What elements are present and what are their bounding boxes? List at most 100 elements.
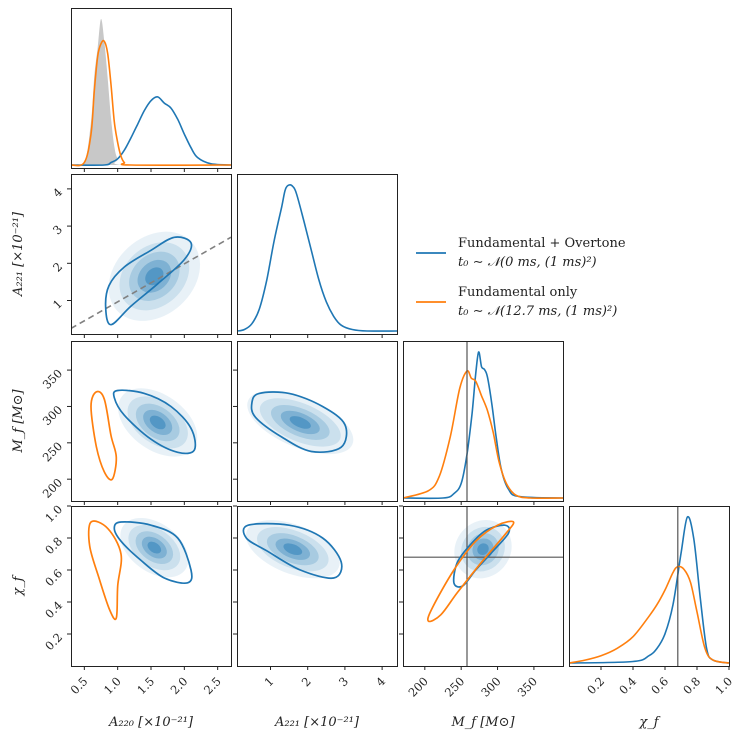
x-tick-label-Mf: 300 — [478, 674, 503, 699]
marginal-chif-series-0 — [569, 515, 729, 664]
density-level-2 — [135, 403, 180, 442]
legend-label-1: Fundamental only — [458, 285, 578, 300]
marginal-chif-series-1 — [569, 565, 729, 664]
x-tick-label-chif: 0.2 — [584, 674, 607, 697]
y-tick-label-Mf: 200 — [40, 475, 65, 500]
x-tick-label-A220: 0.5 — [68, 674, 91, 697]
density-level-4 — [145, 267, 164, 286]
contour-chif-Mf-series-1 — [426, 520, 515, 623]
y-tick-label-chif: 0.2 — [42, 630, 65, 653]
x-tick-label-Mf: 250 — [442, 674, 467, 699]
x-tick-label-A221: 3 — [336, 674, 351, 689]
panel-Mf-vs-A221 — [247, 390, 354, 455]
contour-A221-A220-series-0 — [104, 236, 193, 326]
marginal-Mf-series-1 — [403, 369, 563, 500]
panel-frame — [237, 506, 398, 667]
density-level-1 — [257, 527, 329, 572]
density-level-1 — [128, 524, 181, 571]
contour-chif-A220-series-0 — [113, 521, 193, 584]
density-level-1 — [461, 526, 505, 572]
density-level-1 — [259, 398, 341, 447]
panel-frame — [569, 506, 730, 667]
x-tick-label-chif: 0.4 — [616, 674, 639, 697]
density-level-3 — [280, 410, 320, 435]
x-tick-label-A221: 4 — [373, 674, 388, 689]
x-axis-label-chif: χ_f — [638, 715, 660, 730]
panel-marginal-Mf — [403, 341, 563, 501]
y-tick-label-A221: 4 — [50, 185, 65, 200]
panel-chif-vs-A220 — [87, 517, 193, 621]
marginal-Mf-series-0 — [403, 351, 563, 500]
legend-label-0: Fundamental + Overtone — [458, 236, 626, 251]
legend-sublabel-0: t₀ ∼ 𝒩(0 ms, (1 ms)²) — [458, 255, 597, 270]
y-tick-label-A221: 2 — [50, 260, 65, 275]
x-tick-label-A220: 2.0 — [168, 674, 191, 697]
x-tick-label-A220: 1.0 — [101, 674, 124, 697]
y-tick-label-Mf: 350 — [40, 366, 65, 391]
x-axis-label-A220: A₂₂₀ [×10⁻²¹] — [108, 715, 194, 730]
panel-marginal-A221 — [237, 184, 397, 332]
y-tick-label-Mf: 300 — [40, 403, 65, 428]
x-tick-label-chif: 0.6 — [648, 674, 671, 697]
prior-fill-A220 — [71, 18, 231, 167]
density-level-3 — [137, 259, 172, 293]
panel-frame — [403, 341, 564, 502]
marginal-A220-series-0 — [71, 96, 231, 166]
density-level-4 — [283, 543, 303, 556]
panel-A221-vs-A220 — [71, 231, 231, 330]
y-axis-label-chif: χ_f — [11, 574, 26, 596]
panel-frame — [403, 506, 564, 667]
x-tick-label-chif: 1.0 — [712, 674, 735, 697]
panel-chif-vs-Mf — [403, 506, 563, 666]
y-axis-label-A221: A₂₂₁ [×10⁻²¹] — [11, 211, 26, 297]
density-level-4 — [149, 415, 166, 430]
x-tick-label-Mf: 200 — [406, 674, 431, 699]
x-tick-label-A220: 2.5 — [201, 674, 224, 697]
reference-dashed-line — [71, 236, 231, 330]
density-level-4 — [289, 416, 311, 429]
density-level-0 — [247, 390, 354, 455]
contour-Mf-A220-series-1 — [90, 390, 118, 481]
density-level-0 — [118, 388, 198, 457]
density-level-4 — [477, 543, 489, 556]
y-tick-label-chif: 0.4 — [42, 598, 65, 621]
contour-Mf-A220-series-0 — [112, 389, 197, 455]
y-axis-label-Mf: M_f [M⊙] — [11, 389, 26, 454]
density-level-3 — [143, 409, 173, 436]
contour-chif-A221-series-0 — [242, 522, 343, 580]
density-level-2 — [270, 404, 330, 440]
contour-Mf-A221-series-0 — [250, 391, 348, 454]
y-tick-label-Mf: 250 — [40, 439, 65, 464]
y-tick-label-A221: 1 — [50, 297, 65, 312]
x-tick-label-A221: 2 — [299, 674, 314, 689]
density-level-1 — [127, 396, 188, 449]
y-tick-label-chif: 0.6 — [42, 566, 65, 589]
x-tick-label-A220: 1.5 — [134, 674, 157, 697]
y-tick-label-A221: 3 — [50, 222, 65, 237]
density-level-3 — [141, 536, 167, 559]
panel-Mf-vs-A220 — [90, 388, 198, 481]
density-level-0 — [454, 520, 512, 579]
contour-chif-A220-series-1 — [87, 520, 123, 621]
legend-sublabel-1: t₀ ∼ 𝒩(12.7 ms, (1 ms)²) — [458, 304, 617, 319]
density-level-3 — [275, 538, 311, 560]
x-tick-label-A221: 1 — [262, 674, 277, 689]
x-axis-label-A221: A₂₂₁ [×10⁻²¹] — [274, 715, 360, 730]
marginal-A220-series-1 — [71, 39, 231, 167]
density-level-4 — [147, 541, 162, 554]
panel-frame — [237, 174, 398, 335]
legend: Fundamental + Overtone t₀ ∼ 𝒩(0 ms, (1 ms… — [416, 236, 626, 319]
x-axis-label-Mf: M_f [M⊙] — [450, 715, 515, 730]
panel-chif-vs-A221 — [242, 520, 343, 580]
density-level-2 — [266, 533, 319, 566]
panel-frame — [237, 341, 398, 502]
panel-marginal-A220 — [71, 18, 231, 167]
y-tick-label-chif: 0.8 — [42, 534, 65, 557]
panel-marginal-chif — [569, 506, 729, 666]
y-tick-label-chif: 1.0 — [42, 502, 65, 525]
density-level-0 — [108, 231, 201, 321]
marginal-A221-series-0 — [237, 184, 397, 332]
density-level-2 — [135, 531, 174, 565]
x-tick-label-Mf: 350 — [515, 674, 540, 699]
